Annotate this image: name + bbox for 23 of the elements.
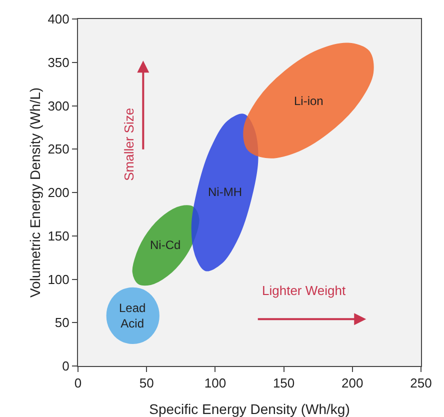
series-label: Lead Acid [119, 301, 146, 331]
annotation: Smaller Size [121, 108, 136, 181]
annotation: Lighter Weight [262, 283, 346, 298]
x-tick-label: 150 [272, 376, 295, 391]
y-axis-title: Volumetric Energy Density (Wh/L) [27, 87, 43, 298]
y-tick-label: 0 [62, 358, 70, 374]
x-tick-label: 0 [74, 376, 82, 391]
y-tick-label: 250 [48, 142, 70, 157]
series-label: Ni-Cd [150, 238, 181, 252]
y-tick-label: 200 [48, 185, 70, 200]
y-tick-label: 400 [48, 12, 70, 27]
x-tick-label: 200 [342, 376, 364, 391]
y-tick-label: 50 [54, 315, 70, 330]
y-tick-label: 150 [48, 228, 70, 244]
x-tick-label: 50 [139, 376, 154, 391]
series-label: Li-ion [294, 94, 324, 108]
y-tick-label: 100 [48, 272, 70, 287]
x-tick-label: 250 [410, 376, 432, 391]
x-tick-label: 100 [204, 376, 226, 391]
series-label: Ni-MH [208, 185, 242, 199]
x-axis-title: Specific Energy Density (Wh/kg) [149, 401, 350, 417]
y-tick-label: 300 [48, 98, 70, 114]
y-tick-label: 350 [48, 54, 70, 70]
